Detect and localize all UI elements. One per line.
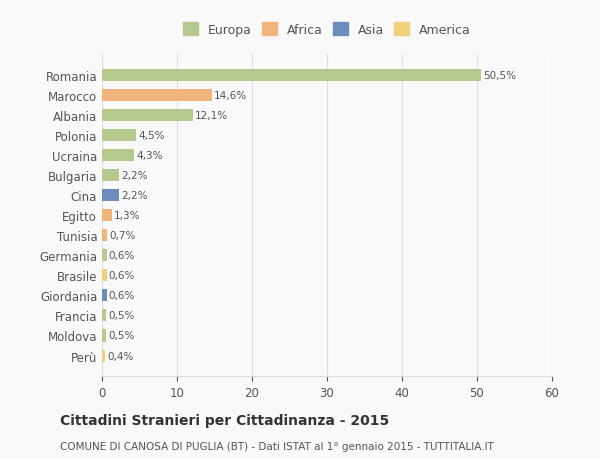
Text: COMUNE DI CANOSA DI PUGLIA (BT) - Dati ISTAT al 1° gennaio 2015 - TUTTITALIA.IT: COMUNE DI CANOSA DI PUGLIA (BT) - Dati I… [60, 441, 494, 451]
Bar [102, 90, 212, 102]
Text: 0,7%: 0,7% [110, 231, 136, 241]
Bar [102, 310, 106, 322]
Bar [102, 190, 119, 202]
Text: 14,6%: 14,6% [214, 91, 247, 101]
Text: 50,5%: 50,5% [483, 71, 516, 81]
Bar [102, 150, 134, 162]
Bar [102, 330, 106, 342]
Bar [102, 230, 107, 242]
Text: 0,6%: 0,6% [109, 251, 135, 261]
Text: 0,6%: 0,6% [109, 271, 135, 281]
Text: 0,5%: 0,5% [108, 311, 134, 321]
Bar [102, 130, 136, 142]
Bar [102, 210, 112, 222]
Bar [102, 270, 107, 282]
Text: 4,3%: 4,3% [137, 151, 163, 161]
Bar [102, 110, 193, 122]
Bar [102, 170, 119, 182]
Bar [102, 290, 107, 302]
Bar [102, 250, 107, 262]
Text: 0,5%: 0,5% [108, 331, 134, 341]
Bar [102, 350, 105, 362]
Text: 1,3%: 1,3% [114, 211, 140, 221]
Text: Cittadini Stranieri per Cittadinanza - 2015: Cittadini Stranieri per Cittadinanza - 2… [60, 413, 389, 427]
Text: 2,2%: 2,2% [121, 191, 147, 201]
Bar [102, 70, 481, 82]
Text: 2,2%: 2,2% [121, 171, 147, 181]
Text: 4,5%: 4,5% [138, 131, 164, 141]
Text: 12,1%: 12,1% [195, 111, 228, 121]
Text: 0,6%: 0,6% [109, 291, 135, 301]
Text: 0,4%: 0,4% [107, 351, 134, 361]
Legend: Europa, Africa, Asia, America: Europa, Africa, Asia, America [179, 20, 475, 41]
